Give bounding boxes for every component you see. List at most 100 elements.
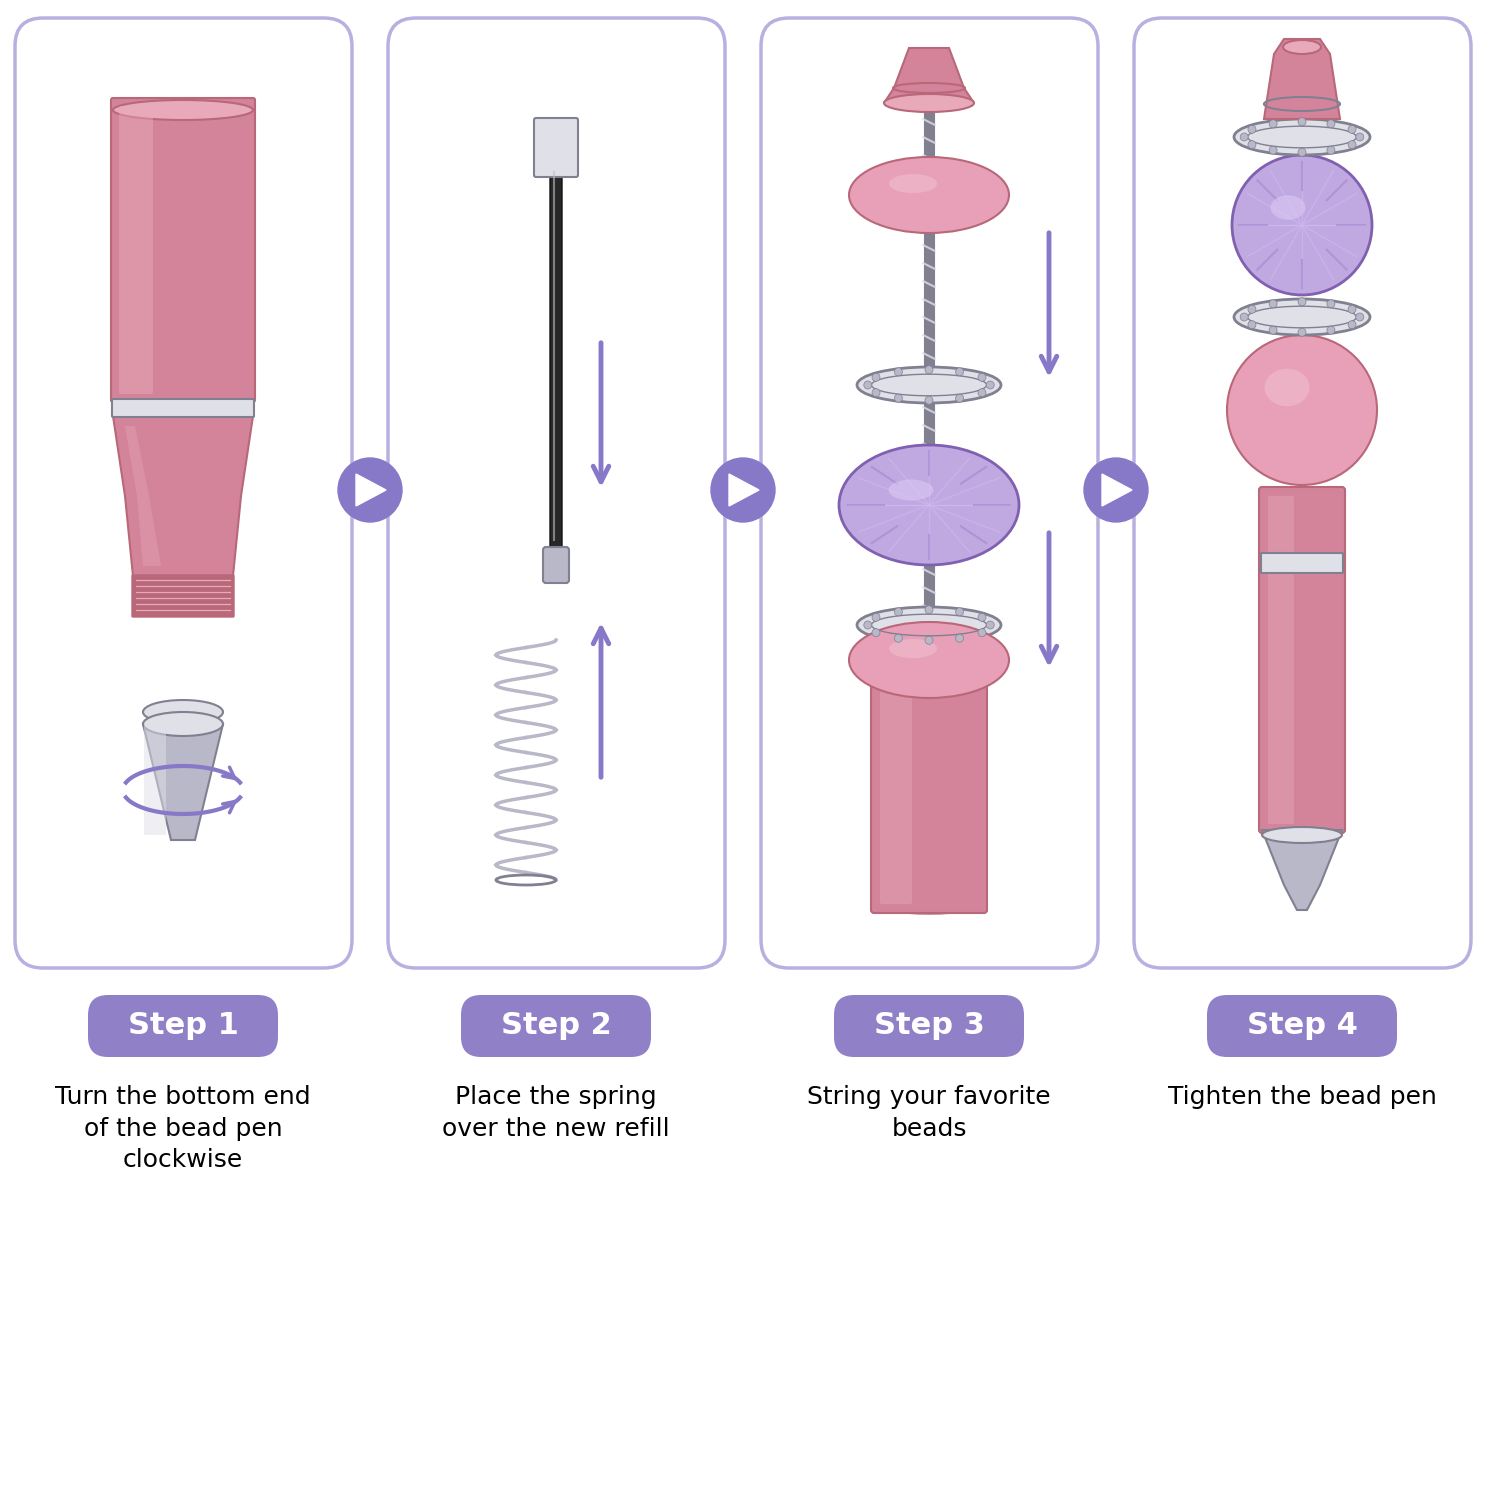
Circle shape <box>1241 134 1248 141</box>
FancyBboxPatch shape <box>388 18 725 967</box>
Circle shape <box>1355 134 1364 141</box>
Circle shape <box>1348 141 1357 149</box>
Circle shape <box>978 389 987 397</box>
Circle shape <box>1348 305 1357 314</box>
Circle shape <box>710 458 776 522</box>
FancyBboxPatch shape <box>1268 496 1294 825</box>
Circle shape <box>895 367 902 376</box>
Text: Step 3: Step 3 <box>874 1012 984 1040</box>
FancyBboxPatch shape <box>1207 996 1397 1057</box>
Circle shape <box>955 635 963 642</box>
Text: Turn the bottom end
of the bead pen
clockwise: Turn the bottom end of the bead pen cloc… <box>55 1085 311 1172</box>
FancyBboxPatch shape <box>834 996 1024 1057</box>
Circle shape <box>924 397 933 404</box>
Circle shape <box>924 636 933 645</box>
FancyBboxPatch shape <box>533 117 578 177</box>
Polygon shape <box>1265 39 1340 119</box>
Polygon shape <box>884 48 973 103</box>
FancyBboxPatch shape <box>144 725 166 835</box>
Circle shape <box>872 614 880 621</box>
Polygon shape <box>125 426 160 566</box>
Circle shape <box>1297 149 1306 156</box>
Ellipse shape <box>849 158 1009 233</box>
FancyBboxPatch shape <box>871 678 987 912</box>
Ellipse shape <box>1232 155 1372 296</box>
Circle shape <box>1248 321 1256 328</box>
FancyBboxPatch shape <box>880 687 912 903</box>
FancyBboxPatch shape <box>119 106 153 394</box>
Polygon shape <box>1103 474 1132 507</box>
Polygon shape <box>113 416 253 577</box>
Ellipse shape <box>143 700 223 724</box>
Circle shape <box>1348 321 1357 328</box>
Circle shape <box>872 629 880 636</box>
Ellipse shape <box>143 712 223 736</box>
Ellipse shape <box>840 444 1019 565</box>
FancyBboxPatch shape <box>15 18 352 967</box>
Ellipse shape <box>874 896 984 914</box>
Circle shape <box>1355 314 1364 321</box>
Circle shape <box>863 380 872 389</box>
Ellipse shape <box>113 100 253 120</box>
Circle shape <box>337 458 403 522</box>
Ellipse shape <box>1282 40 1321 53</box>
Ellipse shape <box>857 367 1002 403</box>
Circle shape <box>895 394 902 403</box>
Circle shape <box>924 606 933 614</box>
Text: Step 4: Step 4 <box>1247 1012 1357 1040</box>
Circle shape <box>872 389 880 397</box>
Circle shape <box>1269 300 1276 308</box>
Ellipse shape <box>874 676 984 694</box>
FancyBboxPatch shape <box>88 996 278 1057</box>
Circle shape <box>1241 314 1248 321</box>
Circle shape <box>1327 300 1334 308</box>
Polygon shape <box>143 724 223 840</box>
Polygon shape <box>1262 831 1342 909</box>
Circle shape <box>1083 458 1149 522</box>
Ellipse shape <box>1262 828 1342 843</box>
Circle shape <box>955 608 963 615</box>
Circle shape <box>1248 305 1256 314</box>
FancyBboxPatch shape <box>1259 487 1345 834</box>
FancyBboxPatch shape <box>111 98 256 403</box>
FancyBboxPatch shape <box>542 547 569 583</box>
Text: Place the spring
over the new refill: Place the spring over the new refill <box>443 1085 670 1141</box>
Ellipse shape <box>1271 195 1306 220</box>
Circle shape <box>1269 146 1276 155</box>
Circle shape <box>987 621 994 629</box>
Circle shape <box>863 621 872 629</box>
Text: String your favorite
beads: String your favorite beads <box>807 1085 1051 1141</box>
Circle shape <box>1327 327 1334 334</box>
Circle shape <box>1348 125 1357 134</box>
Circle shape <box>987 380 994 389</box>
Ellipse shape <box>884 94 973 111</box>
Circle shape <box>1327 146 1334 155</box>
FancyBboxPatch shape <box>461 996 651 1057</box>
Ellipse shape <box>889 639 938 658</box>
Circle shape <box>1269 327 1276 334</box>
Ellipse shape <box>1227 334 1378 484</box>
FancyBboxPatch shape <box>1134 18 1471 967</box>
FancyBboxPatch shape <box>550 169 562 562</box>
Circle shape <box>1269 120 1276 128</box>
Circle shape <box>924 366 933 373</box>
FancyBboxPatch shape <box>111 400 254 418</box>
Circle shape <box>1297 297 1306 306</box>
Text: Step 1: Step 1 <box>128 1012 238 1040</box>
Ellipse shape <box>889 480 933 501</box>
Polygon shape <box>730 474 759 507</box>
Circle shape <box>1327 120 1334 128</box>
Circle shape <box>978 629 987 636</box>
Ellipse shape <box>889 174 938 193</box>
Ellipse shape <box>1265 369 1309 406</box>
Circle shape <box>1248 125 1256 134</box>
Circle shape <box>1297 117 1306 126</box>
Ellipse shape <box>857 606 1002 643</box>
FancyBboxPatch shape <box>1262 553 1343 574</box>
Circle shape <box>978 614 987 621</box>
Circle shape <box>895 608 902 615</box>
Circle shape <box>872 373 880 382</box>
Circle shape <box>895 635 902 642</box>
Circle shape <box>955 394 963 403</box>
Circle shape <box>978 373 987 382</box>
